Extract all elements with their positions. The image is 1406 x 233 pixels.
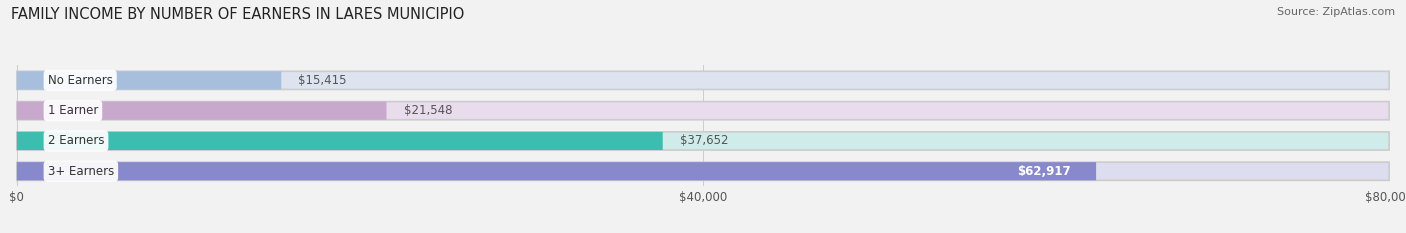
FancyBboxPatch shape [17, 71, 1389, 89]
Text: $15,415: $15,415 [298, 74, 347, 87]
Text: No Earners: No Earners [48, 74, 112, 87]
Text: 2 Earners: 2 Earners [48, 134, 104, 147]
Text: $37,652: $37,652 [681, 134, 728, 147]
FancyBboxPatch shape [17, 102, 387, 120]
FancyBboxPatch shape [17, 132, 662, 150]
Text: FAMILY INCOME BY NUMBER OF EARNERS IN LARES MUNICIPIO: FAMILY INCOME BY NUMBER OF EARNERS IN LA… [11, 7, 464, 22]
Text: Source: ZipAtlas.com: Source: ZipAtlas.com [1277, 7, 1395, 17]
FancyBboxPatch shape [17, 162, 1389, 180]
FancyBboxPatch shape [17, 132, 1389, 150]
FancyBboxPatch shape [17, 102, 1389, 120]
FancyBboxPatch shape [17, 162, 1097, 180]
Text: $21,548: $21,548 [404, 104, 453, 117]
FancyBboxPatch shape [17, 71, 281, 89]
Text: 1 Earner: 1 Earner [48, 104, 98, 117]
Text: 3+ Earners: 3+ Earners [48, 165, 114, 178]
Text: $62,917: $62,917 [1017, 165, 1070, 178]
